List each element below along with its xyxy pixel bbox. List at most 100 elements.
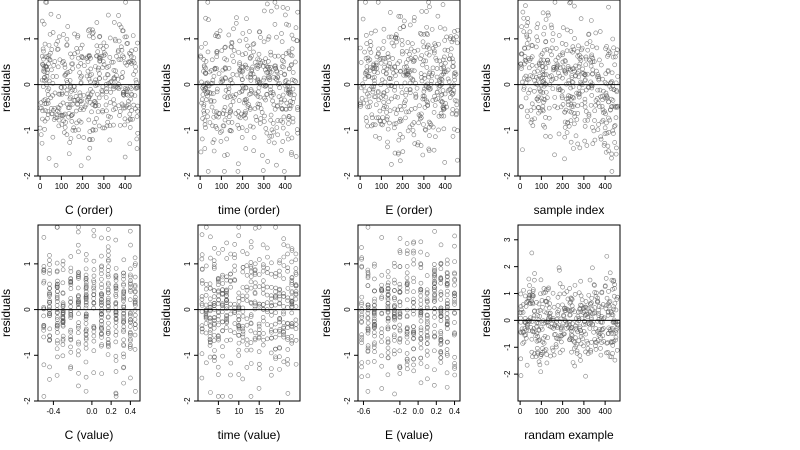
data-point [529,298,534,304]
data-point [248,78,254,83]
data-point [227,110,233,115]
data-point [385,280,391,286]
data-point [113,353,119,359]
data-point [386,34,392,40]
data-point [407,80,413,86]
data-point [572,121,577,127]
data-point [119,47,125,53]
data-point [274,34,279,40]
data-point [127,111,133,117]
data-point [382,79,388,85]
data-point [589,54,594,60]
y-axis-label: residuals [319,64,333,112]
data-point [202,122,208,127]
data-point [99,332,104,337]
data-point [556,131,562,137]
data-point [240,249,246,254]
data-point [285,251,290,257]
data-point [252,336,258,341]
data-point [589,315,594,321]
data-point [215,364,221,370]
data-point [257,121,263,126]
data-point [392,297,397,302]
data-point [596,74,602,79]
data-point [614,88,619,93]
data-point [359,300,364,305]
x-tick-label: 300 [257,182,271,191]
data-point [550,31,556,37]
data-point [358,45,363,51]
data-point [88,66,93,72]
data-point [291,92,297,98]
data-point [99,235,104,241]
data-point [245,104,251,109]
data-point [95,109,101,115]
data-point [50,81,56,86]
data-point [411,59,416,64]
data-point [541,96,547,102]
data-point [56,14,61,19]
data-point [444,304,450,309]
data-point [592,290,598,295]
y-tick-label: -1 [343,351,352,359]
data-point [418,301,424,307]
data-point [405,286,410,291]
data-point [452,364,458,369]
data-point [121,337,126,343]
data-point [83,326,89,332]
data-point [261,83,266,88]
data-point [418,56,423,61]
data-point [586,292,592,298]
data-point [432,93,437,99]
x-axis-label: C (order) [65,203,113,217]
data-point [283,51,289,56]
data-point [574,90,579,96]
data-point [569,337,575,342]
data-point [610,312,616,318]
data-point [562,308,568,314]
data-point [372,340,377,346]
data-point [543,347,549,352]
data-point [432,229,437,234]
data-point [585,117,591,123]
data-point [546,105,552,111]
data-point [236,347,242,353]
data-point [450,64,455,69]
data-point [236,114,242,119]
data-point [128,266,133,272]
data-point [252,75,258,80]
data-point [381,39,387,44]
data-point [612,62,617,68]
data-point [281,242,287,247]
data-point [205,108,210,114]
data-point [252,106,258,111]
data-point [532,88,537,94]
data-point [211,109,217,114]
data-point [289,53,295,59]
data-point [442,38,448,43]
data-point [289,280,295,285]
data-point [119,44,124,50]
data-point [231,59,236,64]
data-point [100,65,105,70]
data-point [289,323,295,329]
data-point [266,74,271,79]
y-tick-label: -1 [183,351,192,359]
data-point [95,67,101,73]
data-point [91,283,97,289]
data-point [220,319,225,325]
data-point [249,88,254,94]
data-point [577,61,583,67]
data-point [115,49,121,55]
data-point [258,35,263,40]
data-point [212,261,217,267]
data-point [438,329,444,334]
data-point [261,8,267,14]
data-point [432,275,437,281]
x-axis-label: C (value) [65,428,114,442]
data-point [564,96,569,102]
data-point [269,8,274,14]
data-point [289,46,295,52]
data-point [412,68,417,74]
data-point [68,265,74,271]
